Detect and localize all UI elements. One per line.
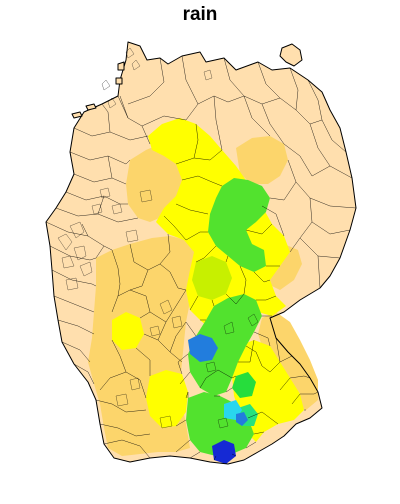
region-light-orange-west [88,236,198,456]
baltic-island [279,43,303,67]
region-yellow-southwest [146,370,188,428]
region-light-orange-southeast [258,312,318,410]
map-title: rain [182,4,218,25]
region-green-middle [188,294,262,396]
region-dark-blue [212,440,236,464]
region-blue-a [188,334,218,362]
germany-outline [45,41,357,465]
region-blue-b [236,412,248,426]
region-bright-green-a [232,372,256,398]
district-borders [45,55,357,461]
region-light-orange-east [236,136,288,184]
region-yellow-green [192,256,232,300]
north-sea-islands [71,61,125,119]
region-yellow-west [112,312,144,350]
region-green-north [208,178,270,272]
dense-district-cluster [57,47,259,429]
